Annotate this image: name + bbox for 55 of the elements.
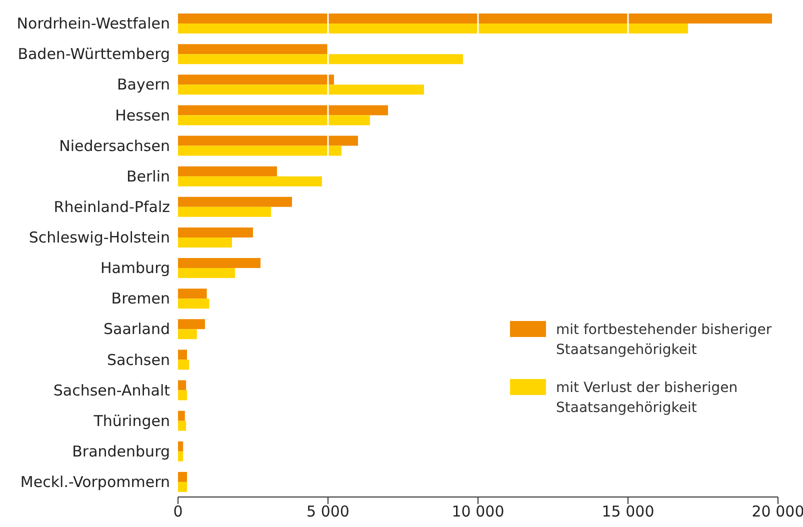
bar: [178, 441, 184, 452]
bar: [178, 288, 207, 299]
x-tick-label: 5 000: [306, 502, 350, 521]
y-tick-label: Nordrhein-Westfalen: [16, 14, 170, 33]
y-tick-label: Berlin: [126, 167, 170, 186]
bar: [178, 329, 197, 340]
bar: [178, 410, 185, 421]
x-tick-label: 0: [173, 502, 183, 521]
bar: [178, 105, 388, 116]
bar: [178, 206, 271, 217]
bar: [178, 268, 235, 278]
bar: [178, 390, 187, 400]
y-tick-label: Meckl.-Vorpommern: [20, 473, 170, 492]
bar: [178, 84, 424, 95]
bar: [178, 136, 358, 146]
y-tick-label: Baden-Württemberg: [18, 45, 170, 64]
bar: [178, 319, 205, 330]
bar: [178, 166, 277, 176]
bar: [178, 482, 187, 492]
bar: [178, 472, 187, 482]
y-tick-label: Sachsen: [106, 350, 170, 369]
y-tick-label: Brandenburg: [72, 442, 170, 460]
bar: [178, 380, 186, 390]
x-tick-label: 10 000: [452, 502, 504, 521]
bar: [178, 451, 184, 462]
bar: [178, 196, 292, 207]
y-tick-label: Bayern: [117, 76, 170, 94]
bar: [178, 227, 253, 238]
y-tick-label: Hamburg: [100, 259, 170, 278]
y-tick-label: Bremen: [111, 290, 170, 308]
y-tick-label: Saarland: [104, 320, 170, 338]
y-tick-label: Niedersachsen: [59, 136, 170, 155]
x-tick-label: 15 000: [602, 502, 654, 521]
bar: [178, 146, 342, 156]
bar: [178, 74, 334, 85]
legend-label: mit Verlust der bisherigen Staatsangehörigkeit: [556, 379, 739, 418]
bar: [178, 298, 210, 309]
bar: [178, 44, 328, 54]
bar: [178, 360, 190, 370]
bar: [178, 54, 463, 64]
bar: [178, 24, 688, 34]
bar: [178, 176, 322, 186]
legend-label: mit fortbestehender bisheriger Staatsangehörigkeit: [556, 321, 773, 360]
y-tick-label: Hessen: [115, 106, 170, 124]
bar: [178, 350, 187, 360]
bar: [178, 115, 370, 126]
y-tick-label: Thüringen: [92, 412, 170, 430]
bar: [178, 420, 186, 431]
y-tick-label: Sachsen-Anhalt: [53, 381, 170, 400]
bar: [178, 14, 772, 24]
x-tick-label: 20 000: [752, 502, 803, 521]
bar: [178, 237, 232, 248]
bar: [178, 258, 260, 268]
y-tick-label: Schleswig-Holstein: [28, 228, 170, 247]
y-tick-label: Rheinland-Pfalz: [54, 198, 170, 216]
